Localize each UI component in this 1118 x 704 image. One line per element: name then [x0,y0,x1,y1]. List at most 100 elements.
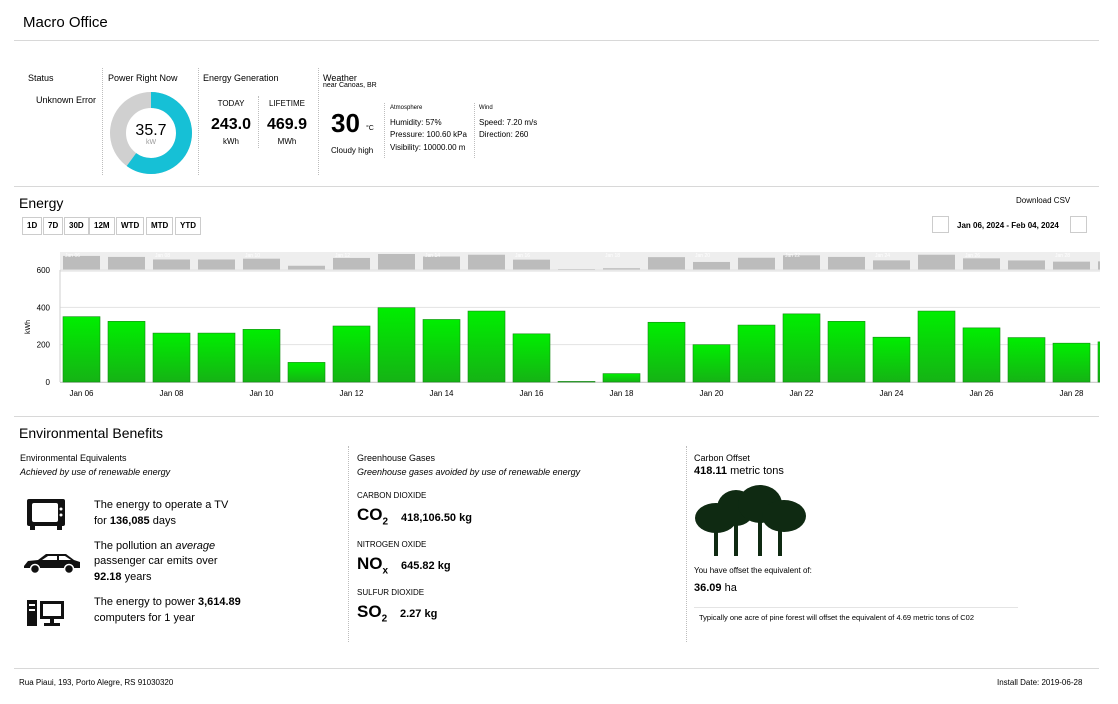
bar-Jan 16 [512,333,551,383]
divider [102,68,103,175]
wind-speed: Speed: 7.20 m/s [479,118,538,127]
pc-text-line2: computers for 1 year [94,612,195,624]
overview-bar [873,260,910,270]
energy-chart[interactable]: Jan 06 Jan 08 Jan 10 Jan 12 Jan 14 Jan 16 Jan … [0,246,1100,404]
nox-value: 645.82 kg [401,560,451,572]
range-12m-button[interactable]: 12M [89,217,115,235]
divider [318,68,319,175]
car-text-line1: The pollution an average [94,540,215,552]
offset-unit: ha [724,582,737,594]
overview-label: Jan 20 [695,253,710,259]
overview-label: Jan 08 [155,253,170,259]
power-gauge [110,92,192,174]
range-7d-button[interactable]: 7D [43,217,64,235]
power-label: Power Right Now [108,73,178,83]
bar-Jan 13 [377,307,416,383]
car-years-value: 92.18 [94,571,122,583]
divider [474,103,475,158]
divider [384,103,385,158]
car-text-a: The pollution an [94,540,173,552]
x-tick-label: Jan 10 [249,389,274,398]
overview-bar [468,254,505,270]
today-value: 243.0 [210,116,252,133]
bar-Jan 20 [692,344,731,383]
overview-bar [648,257,685,270]
range-wtd-button[interactable]: WTD [116,217,145,235]
bar-Jan 23 [827,321,866,383]
footer-address: Rua Piaui, 193, Porto Alegre, RS 9103032… [19,678,174,687]
section-divider [14,186,1099,187]
co2-subscript: 2 [382,516,389,528]
tv-text-for: for [94,515,107,527]
weather-label: Weather [323,73,357,83]
overview-label: Jan 22 [785,253,800,259]
bar-Jan 06 [62,316,101,383]
bar-Jan 08 [152,332,191,383]
lifetime-unit: MWh [277,137,297,146]
car-text-line2: passenger car emits over [94,555,218,567]
overview-bar [963,258,1000,270]
bar-Jan 07 [107,321,146,383]
bar-Jan 09 [197,332,236,383]
overview-strip[interactable]: Jan 06 Jan 08 Jan 10 Jan 12 Jan 14 Jan 16 Jan … [60,252,1100,272]
x-tick-label: Jan 20 [699,389,724,398]
range-mtd-button[interactable]: MTD [146,217,174,235]
overview-bar [513,259,550,270]
nox-name: NITROGEN OXIDE [357,540,427,549]
overview-label: Jan 12 [335,253,350,259]
overview-label: Jan 16 [515,253,530,259]
bar-Jan 21 [737,324,776,383]
y-tick-label: 0 [46,378,51,387]
next-range-button[interactable] [1070,216,1087,233]
co2-value: 418,106.50 kg [401,512,472,524]
power-unit: kW [145,139,157,146]
overview-bar [738,257,775,270]
overview-bar [198,259,235,270]
lifetime-value: 469.9 [266,116,308,133]
range-1d-button[interactable]: 1D [22,217,43,235]
visibility: Visibility: 10000.00 m [390,143,466,152]
range-ytd-button[interactable]: YTD [175,217,201,235]
header-divider [14,40,1099,41]
car-text-years: years [124,571,152,583]
ghg-subtitle: Greenhouse gases avoided by use of renew… [357,467,581,477]
range-30d-button[interactable]: 30D [64,217,89,235]
x-tick-label: Jan 14 [429,389,454,398]
pc-text-a: The energy to power [94,596,195,608]
x-tick-label: Jan 24 [879,389,904,398]
chart-labels: 0 200 400 600 kWh Jan 06 Jan 08 Jan 10 Jan 12 Jan… [25,266,1084,398]
bar-Jan 24 [872,336,911,383]
humidity: Humidity: 57% [390,118,442,127]
prev-range-button[interactable] [932,216,949,233]
pc-text-line1: The energy to power 3,614.89 [94,596,241,608]
so2-formula: SO2 [357,602,387,624]
bar-Jan 28 [1052,342,1091,383]
overview-bar [693,261,730,270]
overview-label: Jan 18 [605,253,620,259]
equivalents-subtitle: Achieved by use of renewable energy [20,467,171,477]
env-title: Environmental Benefits [19,425,163,441]
today-label: TODAY [217,99,245,108]
status-label: Status [28,73,54,83]
weather-temp-unit: °C [366,125,374,132]
overview-label: Jan 06 [65,253,80,259]
x-tick-label: Jan 28 [1059,389,1084,398]
lifetime-label: LIFETIME [268,99,305,108]
tv-days-value: 136,085 [109,515,150,527]
bar-Jan 29 [1097,341,1100,383]
bar-Jan 12 [332,325,371,383]
weather-condition: Cloudy high [331,146,374,155]
co2-formula: CO2 [357,505,388,527]
car-text-line3: 92.18 years [94,571,152,583]
pressure: Pressure: 100.60 kPa [390,130,467,139]
overview-bar [1098,261,1100,270]
bar-Jan 25 [917,310,956,383]
bar-Jan 22 [782,313,821,383]
weather-location: near Canoas, BR [323,82,377,89]
overview-bar [1053,261,1090,270]
footer-install-date: Install Date: 2019-06-28 [997,678,1083,687]
carbon-value: 418.11 [694,465,728,477]
download-csv-link[interactable]: Download CSV [1016,196,1071,205]
overview-bar [333,257,370,270]
overview-bar [918,254,955,270]
